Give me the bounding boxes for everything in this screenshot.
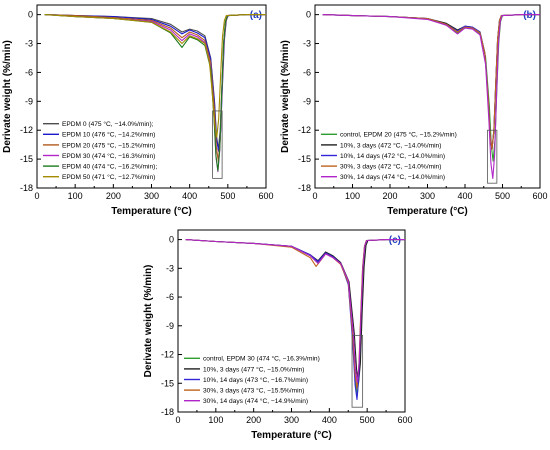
y-tick-label: -12 [161, 350, 174, 360]
y-tick-label: -15 [298, 154, 311, 164]
panel-b: 0 100 200 300 400 500 600 0 -3 -6 -9 -12 -15 -18 Tempe… [280, 4, 548, 217]
legend-entry: 10%, 3 days (472 °C, −14.0%/min) [340, 141, 441, 149]
legend: EPDM 0 (475 °C, −14.0%/min); EPDM 10 (476… [43, 120, 157, 181]
peak-highlight-box [351, 334, 364, 408]
peak-highlight-box [487, 129, 498, 184]
y-tick-label: -6 [166, 292, 174, 302]
x-tick-label: 600 [397, 415, 412, 425]
x-tick-label: 0 [312, 191, 317, 201]
y-tick-label: -9 [303, 96, 311, 106]
legend-entry: EPDM 10 (476 °C, −14.2%/min) [62, 131, 155, 139]
plot-frame [36, 4, 267, 189]
x-axis-title: Temperature (°C) [111, 206, 192, 217]
y-tick-label: -15 [161, 378, 174, 388]
legend-entry: EPDM 40 (474 °C, −16.2%/min); [62, 163, 157, 171]
y-tick-label: -18 [161, 407, 174, 417]
y-axis-title: Derivate weight (%/min) [143, 265, 154, 378]
x-tick-label: 200 [382, 191, 397, 201]
legend-entry: EPDM 20 (475 °C, −15.2%/min) [62, 141, 155, 149]
series-group [185, 239, 405, 401]
panel-label: (a) [250, 10, 262, 21]
x-tick-label: 500 [495, 191, 510, 201]
legend-entry: 30%, 3 days (472 °C, −14.0%/min) [340, 163, 441, 171]
y-tick-label: -12 [20, 125, 33, 135]
y-tick-label: -18 [20, 183, 33, 193]
x-tick-label: 400 [457, 191, 472, 201]
x-tick-label: 300 [420, 191, 435, 201]
series-group [44, 14, 266, 173]
peak-highlight-box [212, 110, 223, 179]
legend-entry: 30%, 14 days (474 °C, −14.0%/min) [340, 173, 445, 181]
x-tick-label: 400 [322, 415, 337, 425]
legend-entry: 30%, 3 days (473 °C, −15.5%/min) [203, 387, 304, 395]
x-axis-title: Temperature (°C) [387, 206, 468, 217]
x-tick-label: 300 [284, 415, 299, 425]
x-tick-label: 100 [345, 191, 360, 201]
y-tick-label: -18 [298, 183, 311, 193]
x-tick-label: 400 [182, 191, 197, 201]
y-tick-label: -3 [166, 263, 174, 273]
legend: control, EPDM 30 (474 °C, −16.3%/min) 10%… [184, 355, 320, 405]
legend-entry: 10%, 14 days (473 °C, −16.7%/min) [203, 376, 308, 384]
panel-label: (b) [523, 10, 536, 21]
legend-entry: EPDM 0 (475 °C, −14.0%/min); [62, 120, 154, 128]
x-tick-label: 100 [68, 191, 83, 201]
y-tick-label: -6 [303, 67, 311, 77]
legend-entry: control, EPDM 20 (475 °C, −15.2%/min) [340, 131, 457, 139]
x-tick-label: 500 [220, 191, 235, 201]
y-axis-title: Derivate weight (%/min) [2, 40, 13, 153]
legend-entry: 10%, 14 days (472 °C, −14.0%/min) [340, 152, 445, 160]
x-tick-label: 200 [246, 415, 261, 425]
panel-label: (c) [389, 235, 401, 246]
legend-entry: EPDM 50 (471 °C, −12.7%/min) [62, 173, 155, 181]
x-tick-label: 600 [532, 191, 547, 201]
y-tick-label: -3 [25, 39, 33, 49]
y-tick-label: -12 [298, 125, 311, 135]
y-tick-label: -6 [25, 67, 33, 77]
plot-frame [177, 229, 406, 413]
series-line-4 [185, 239, 405, 383]
legend: control, EPDM 20 (475 °C, −15.2%/min) 10%… [321, 131, 457, 181]
y-tick-label: 0 [169, 235, 174, 245]
plot-frame [314, 4, 541, 189]
series-line-4 [322, 14, 540, 179]
series-line-5 [44, 14, 266, 138]
y-tick-label: 0 [306, 10, 311, 20]
panel-a: 0 100 200 300 400 500 600 0 -3 -6 -9 -12 -15 -18 Tempe… [2, 4, 274, 217]
y-tick-label: -15 [20, 154, 33, 164]
y-tick-label: -9 [25, 96, 33, 106]
x-tick-label: 500 [360, 415, 375, 425]
legend-entry: 30%, 14 days (474 °C, −14.9%/min) [203, 397, 308, 405]
y-tick-label: 0 [28, 10, 33, 20]
panel-c: 0 100 200 300 400 500 600 0 -3 -6 -9 -12 -15 -18 Tempe… [143, 229, 413, 441]
x-tick-label: 300 [144, 191, 159, 201]
x-tick-label: 0 [34, 191, 39, 201]
y-axis-title: Derivate weight (%/min) [280, 40, 291, 153]
y-tick-label: -9 [166, 321, 174, 331]
x-tick-label: 600 [258, 191, 273, 201]
x-tick-label: 100 [208, 415, 223, 425]
legend-entry: 10%, 3 days (477 °C, −15.0%/min) [203, 365, 304, 373]
y-tick-label: -3 [303, 39, 311, 49]
legend-entry: EPDM 30 (474 °C, −16.3%/min) [62, 152, 155, 160]
x-tick-label: 200 [106, 191, 121, 201]
x-axis-title: Temperature (°C) [251, 430, 332, 441]
x-tick-label: 0 [175, 415, 180, 425]
series-group [322, 14, 540, 179]
legend-entry: control, EPDM 30 (474 °C, −16.3%/min) [203, 355, 320, 363]
